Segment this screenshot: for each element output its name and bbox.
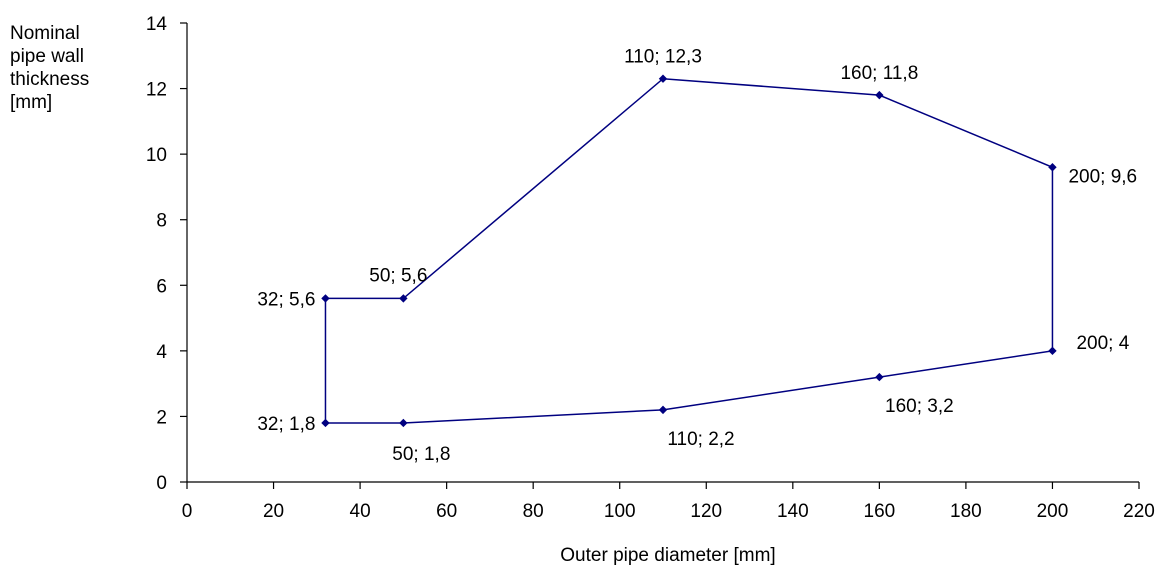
data-label: 50; 1,8: [392, 444, 450, 465]
data-point-marker: [658, 405, 668, 415]
data-point-marker: [1048, 163, 1057, 172]
x-tick-label: 40: [350, 501, 371, 522]
x-tick-label: 0: [182, 501, 193, 522]
data-point-marker: [1048, 346, 1057, 356]
axes: 0 20 40 60 80 100 120 140 160 180 200 220 0 2 4 6 8 10 12 1…: [146, 14, 1155, 522]
data-point-marker: [875, 90, 884, 100]
y-axis-title-line: pipe wall: [10, 46, 84, 67]
y-axis-title-line: [mm]: [10, 92, 53, 113]
data-label: 160; 3,2: [885, 396, 954, 417]
x-tick-label: 120: [690, 501, 722, 522]
data-label: 50; 5,6: [369, 265, 427, 286]
y-axis-title: Nominal pipe wall thickness [mm]: [10, 22, 89, 114]
y-tick-label: 2: [156, 407, 167, 428]
data-point-marker: [321, 294, 330, 303]
data-point-marker: [321, 418, 330, 428]
data-label: 200; 9,6: [1068, 166, 1137, 187]
x-tick-label: 60: [436, 501, 457, 522]
y-tick-label: 4: [156, 342, 167, 363]
data-point-marker: [399, 418, 408, 428]
data-point-marker: [875, 372, 884, 382]
x-axis-title: Outer pipe diameter [mm]: [560, 545, 775, 566]
data-point-marker: [658, 74, 668, 83]
x-tick-label: 20: [263, 501, 284, 522]
data-labels: 32; 1,8 50; 1,8 110; 2,2 160; 3,2 200; 4 200;…: [257, 47, 1137, 465]
data-point-marker: [399, 294, 408, 303]
y-tick-label: 8: [156, 211, 167, 232]
x-tick-label: 160: [864, 501, 896, 522]
x-tick-label: 180: [950, 501, 982, 522]
y-axis-title-line: thickness: [10, 69, 90, 90]
data-label: 160; 11,8: [840, 63, 918, 84]
x-tick-label: 220: [1123, 501, 1155, 522]
x-tick-label: 100: [604, 501, 636, 522]
data-series: [321, 74, 1057, 428]
data-label: 32; 1,8: [257, 414, 315, 435]
y-axis-title-line: Nominal: [10, 23, 80, 44]
data-label: 32; 5,6: [257, 289, 315, 310]
y-tick-label: 0: [156, 473, 167, 494]
data-label: 200; 4: [1076, 333, 1129, 354]
data-label: 110; 2,2: [667, 429, 734, 450]
x-tick-label: 200: [1037, 501, 1069, 522]
y-tick-label: 6: [156, 276, 167, 297]
series-line: [324, 77, 1054, 424]
y-tick-label: 10: [146, 145, 167, 166]
x-tick-label: 140: [777, 501, 809, 522]
x-tick-label: 80: [523, 501, 544, 522]
y-tick-label: 12: [146, 80, 167, 101]
y-tick-label: 14: [146, 14, 168, 35]
data-label: 110; 12,3: [624, 47, 702, 68]
